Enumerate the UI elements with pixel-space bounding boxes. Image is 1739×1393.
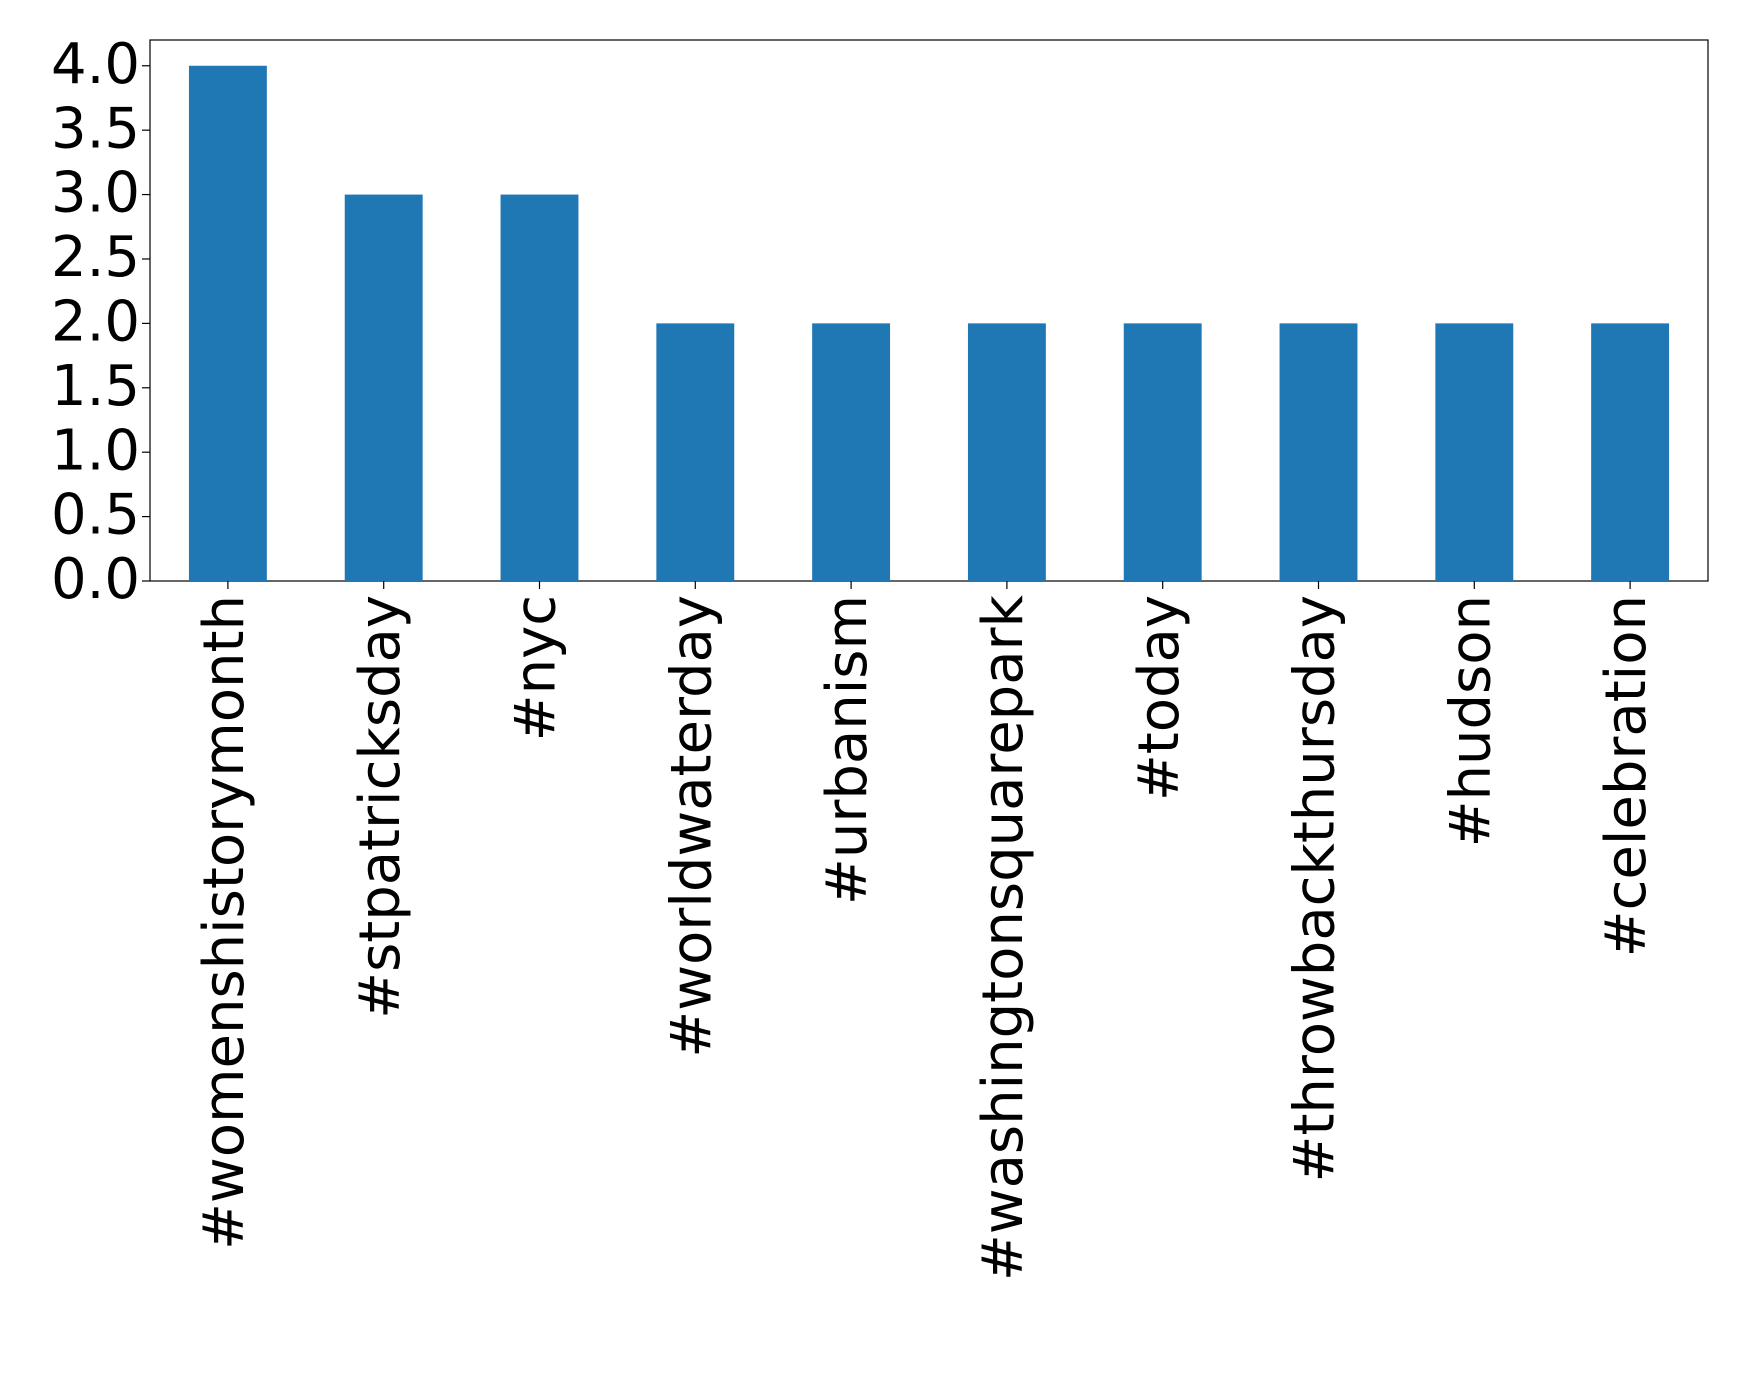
bar <box>188 65 267 581</box>
y-tick-label: 4.0 <box>51 32 140 97</box>
y-tick-label: 3.0 <box>51 161 140 226</box>
bar <box>1435 323 1514 581</box>
bar <box>344 194 423 582</box>
x-tick-label: #nyc <box>504 595 569 741</box>
x-tick-label: #washingtonsquarepark <box>971 594 1036 1281</box>
y-tick-label: 1.5 <box>51 354 140 419</box>
y-tick-label: 2.0 <box>51 290 140 355</box>
x-tick-label: #celebration <box>1594 595 1659 957</box>
x-tick-label: #today <box>1127 595 1192 801</box>
x-tick-label: #urbanism <box>815 595 880 905</box>
y-tick-label: 0.0 <box>51 547 140 612</box>
bar <box>1591 323 1670 581</box>
y-tick-label: 1.0 <box>51 418 140 483</box>
y-tick-label: 3.5 <box>51 96 140 161</box>
bar <box>1123 323 1202 581</box>
bar <box>1279 323 1358 581</box>
bar <box>967 323 1046 581</box>
x-tick-label: #hudson <box>1438 595 1503 847</box>
x-tick-label: #womenshistorymonth <box>192 595 257 1250</box>
x-tick-label: #stpatricksday <box>348 595 413 1019</box>
x-tick-label: #worldwaterday <box>659 595 724 1058</box>
y-tick-label: 2.5 <box>51 225 140 290</box>
x-tick-label: #throwbackthursday <box>1283 595 1348 1182</box>
y-tick-label: 0.5 <box>51 483 140 548</box>
bar <box>656 323 735 581</box>
plot-frame <box>149 39 1709 582</box>
bar <box>812 323 891 581</box>
bar <box>500 194 579 582</box>
